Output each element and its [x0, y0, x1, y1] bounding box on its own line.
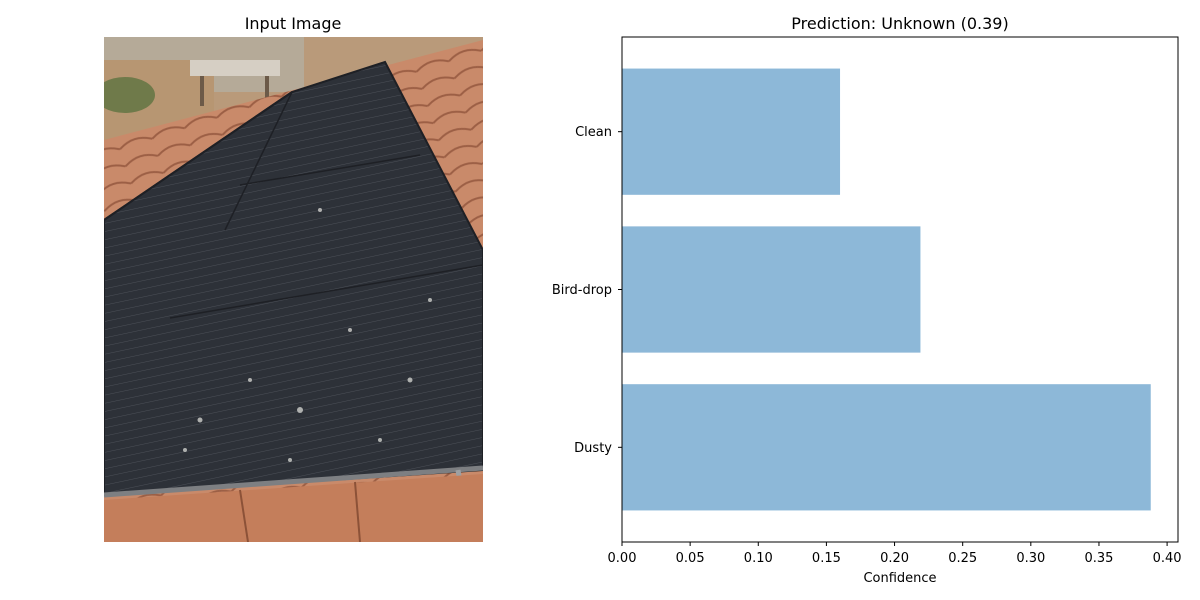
x-axis-label: Confidence — [863, 571, 936, 586]
input-image-panel: Input Image — [104, 14, 483, 542]
x-tick-label: 0.00 — [608, 551, 637, 566]
x-tick-label: 0.30 — [1016, 551, 1045, 566]
y-tick-label: Clean — [575, 125, 612, 140]
x-tick-label: 0.25 — [948, 551, 977, 566]
x-tick-label: 0.20 — [880, 551, 909, 566]
y-axis-ticks: Dusty Bird-drop Clean — [552, 125, 622, 456]
input-image — [104, 37, 483, 542]
y-tick-label: Bird-drop — [552, 283, 612, 298]
x-tick-label: 0.15 — [812, 551, 841, 566]
plot-frame — [621, 36, 1179, 543]
bars-group — [622, 68, 1151, 511]
bar-bird-drop — [622, 226, 921, 353]
x-tick-label: 0.10 — [744, 551, 773, 566]
x-tick-label: 0.35 — [1084, 551, 1113, 566]
bar-clean — [622, 68, 841, 195]
y-tick-label: Dusty — [574, 441, 612, 456]
x-tick-label: 0.40 — [1153, 551, 1182, 566]
chart-title: Prediction: Unknown (0.39) — [791, 14, 1008, 33]
x-axis-ticks: 0.00 0.05 0.10 0.15 0.20 0.25 0.30 0.35 0.40 — [608, 542, 1182, 566]
x-tick-label: 0.05 — [676, 551, 705, 566]
input-image-title: Input Image — [245, 14, 342, 33]
bar-dusty — [622, 384, 1151, 511]
bar-chart: Prediction: Unknown (0.39) Dusty Bird-dro… — [552, 14, 1182, 586]
